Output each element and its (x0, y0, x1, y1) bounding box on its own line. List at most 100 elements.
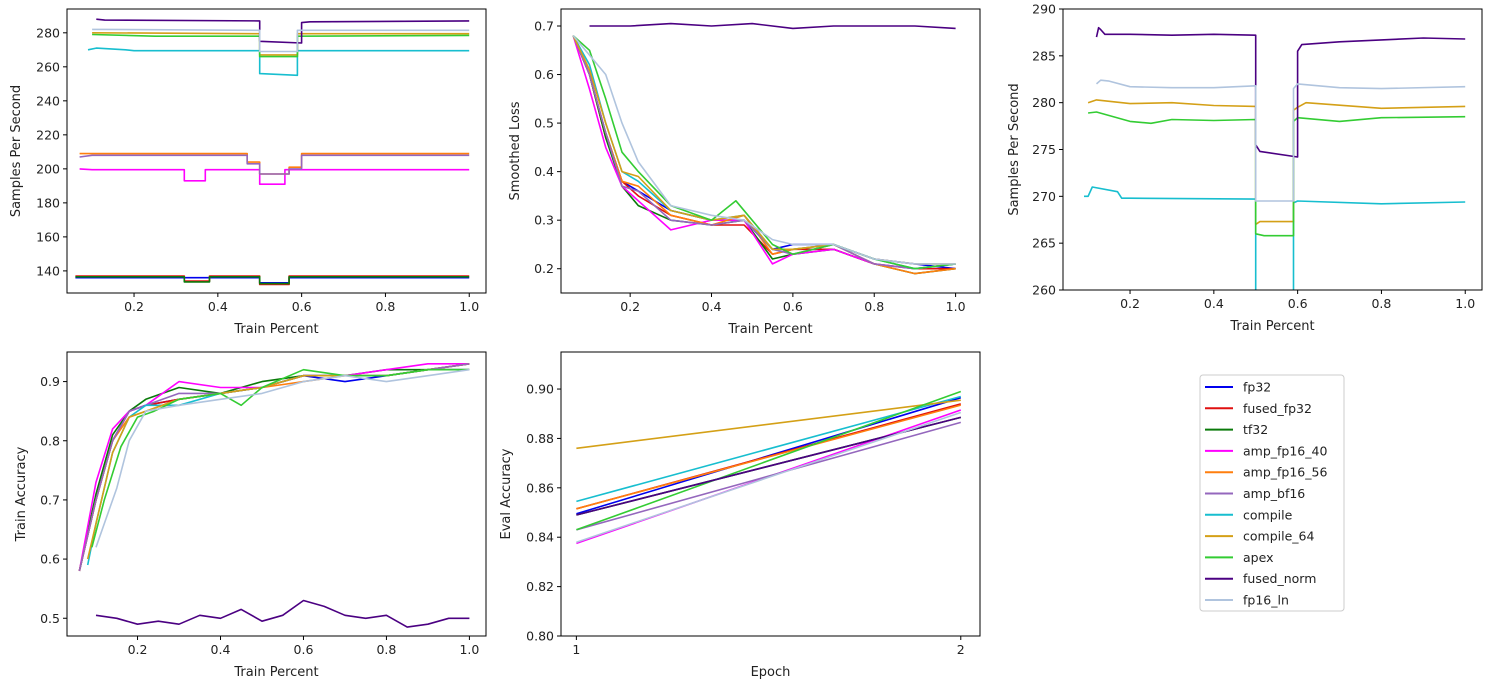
y-tick-label: 0.6 (40, 552, 60, 567)
series-group (78, 362, 470, 628)
x-tick-label: 0.2 (620, 299, 640, 314)
x-axis-label: Epoch (751, 665, 791, 680)
x-tick-label: 0.4 (1204, 296, 1224, 311)
series-line-tf32 (75, 275, 470, 285)
series-line-apex (92, 33, 470, 58)
legend-item: amp_fp16_56 (1205, 465, 1327, 480)
series-group (1084, 26, 1466, 290)
legend-item: apex (1205, 550, 1273, 565)
series-line-amp_fp16_56 (572, 35, 956, 275)
y-tick-label: 275 (1032, 142, 1056, 157)
x-tick-label: 0.8 (375, 299, 395, 314)
legend: fp32 fused_fp32 tf32 amp_fp16_40 amp_fp16_56… (1199, 374, 1345, 612)
legend-label: compile (1243, 507, 1293, 522)
y-tick-label: 0.9 (40, 374, 60, 389)
y-tick-label: 160 (36, 229, 60, 244)
y-tick-label: 0.8 (40, 433, 60, 448)
series-line-compile_64 (1087, 99, 1466, 226)
x-tick-label: 1 (572, 642, 580, 657)
x-tick-label: 1.0 (1455, 296, 1475, 311)
y-tick-label: 0.7 (40, 492, 60, 507)
series-line-fp16_ln (1095, 79, 1466, 202)
series-line-fused_norm (589, 22, 956, 30)
series-line-amp_fp16_56 (79, 152, 470, 175)
x-tick-label: 0.4 (211, 642, 231, 657)
y-tick-label: 0.5 (534, 116, 554, 131)
x-tick-label: 0.4 (208, 299, 228, 314)
legend-item: fused_fp32 (1205, 401, 1312, 416)
chart-panel-2: 0.2 0.4 0.6 0.8 1.0 0.2 0.3 0.4 0.5 0.6 0.7 Train P… (508, 8, 981, 337)
y-tick-label: 265 (1032, 236, 1056, 251)
series-line-compile_64 (576, 399, 961, 450)
x-tick-label: 1.0 (459, 642, 479, 657)
y-tick-label: 280 (1032, 95, 1056, 110)
series-line-apex (91, 368, 470, 548)
legend-label: tf32 (1243, 422, 1268, 437)
x-tick-label: 1.0 (946, 299, 966, 314)
legend-item: tf32 (1205, 422, 1268, 437)
series-line-apex (576, 390, 962, 531)
series-line-amp_fp16_56 (576, 404, 962, 510)
y-tick-label: 0.3 (534, 213, 554, 228)
series-line-fused_norm (1095, 26, 1466, 158)
series-line-fp16_ln (576, 411, 962, 543)
legend-label: fused_fp32 (1243, 401, 1312, 416)
y-tick-label: 0.84 (526, 530, 554, 545)
series-line-fp16_ln (95, 368, 470, 548)
y-tick-label: 0.90 (526, 382, 554, 397)
series-line-amp_fp16_40 (78, 362, 470, 572)
series-line-fused_norm (95, 599, 470, 628)
legend-item: fp32 (1205, 380, 1271, 395)
x-tick-label: 0.8 (864, 299, 884, 314)
series-line-compile (1084, 186, 1257, 290)
y-tick-label: 0.6 (534, 67, 554, 82)
y-tick-label: 260 (36, 59, 60, 74)
legend-label: fp32 (1243, 380, 1271, 395)
legend-label: fused_norm (1243, 571, 1316, 586)
legend-item: fused_norm (1205, 571, 1316, 586)
x-tick-label: 0.2 (128, 642, 148, 657)
axes-frame (66, 8, 487, 294)
axes-frame (1062, 8, 1483, 291)
axes-frame (560, 8, 981, 294)
x-tick-label: 1.0 (459, 299, 479, 314)
y-axis-label: Samples Per Second (9, 85, 24, 217)
series-line-amp_bf16 (572, 35, 956, 270)
x-axis-label: Train Percent (233, 665, 318, 680)
series-line-amp_bf16 (78, 363, 470, 572)
x-tick-label: 0.6 (783, 299, 803, 314)
y-tick-label: 285 (1032, 48, 1056, 63)
y-tick-label: 180 (36, 195, 60, 210)
legend-item: fp16_ln (1205, 593, 1289, 608)
y-tick-label: 290 (1032, 2, 1056, 17)
x-tick-label: 0.6 (294, 642, 314, 657)
legend-item: compile (1205, 507, 1293, 522)
y-tick-label: 220 (36, 127, 60, 142)
y-tick-label: 0.5 (40, 611, 60, 626)
series-line-tf32 (78, 363, 470, 572)
series-line-compile_64 (86, 368, 470, 560)
y-tick-label: 280 (36, 25, 60, 40)
series-line-amp_fp16_40 (79, 168, 470, 185)
legend-label: apex (1243, 550, 1273, 565)
legend-label: amp_bf16 (1243, 486, 1305, 501)
axes-frame (560, 351, 981, 637)
y-axis-label: Train Accuracy (14, 446, 29, 542)
legend-item: amp_fp16_40 (1205, 443, 1327, 458)
y-axis-label: Eval Accuracy (499, 448, 514, 539)
y-axis-label: Smoothed Loss (508, 101, 523, 200)
y-tick-label: 260 (1032, 283, 1056, 298)
series-line-fp16_ln (92, 28, 470, 53)
series-line-fp16_ln (572, 35, 956, 265)
legend-label: fp16_ln (1243, 593, 1289, 608)
chart-panel-5: 1 2 0.80 0.82 0.84 0.86 0.88 0.90 Epoch Eval Accu… (499, 351, 981, 680)
y-tick-label: 140 (36, 263, 60, 278)
series-line-tf32 (572, 35, 956, 275)
x-axis-label: Train Percent (727, 322, 812, 337)
y-tick-label: 0.80 (526, 629, 554, 644)
legend-label: compile_64 (1243, 529, 1314, 544)
chart-panel-4: 0.2 0.4 0.6 0.8 1.0 0.5 0.6 0.7 0.8 0.9 Train Perc… (14, 351, 487, 680)
series-group (576, 390, 962, 545)
x-axis-label: Train Percent (233, 322, 318, 337)
y-axis-label: Samples Per Second (1007, 83, 1022, 215)
